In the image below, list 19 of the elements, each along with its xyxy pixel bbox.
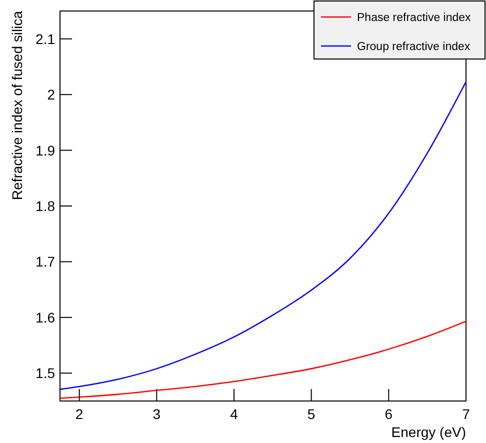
y-tick-label: 1.8 — [36, 198, 56, 214]
x-tick-label: 5 — [307, 406, 316, 422]
y-tick-label: 2.1 — [36, 30, 56, 47]
y-tick-label: 1.6 — [36, 309, 56, 326]
legend-label: Group refractive index — [357, 41, 470, 53]
y-tick-label: 2 — [47, 86, 56, 103]
y-axis-title: Refractive index of fused silica — [9, 10, 25, 200]
y-tick-label: 1.5 — [36, 365, 56, 382]
x-tick-label: 4 — [230, 406, 238, 422]
x-tick-label: 7 — [462, 406, 470, 422]
x-tick-label: 6 — [384, 406, 393, 422]
line-series — [60, 81, 466, 390]
y-tick-label: 1.9 — [36, 142, 56, 158]
line-series — [60, 320, 466, 399]
x-tick-label: 2 — [75, 406, 84, 422]
x-axis-title: Energy (eV) — [391, 424, 466, 440]
x-tick-label: 3 — [152, 406, 161, 422]
legend-label: Phase refractive index — [357, 12, 472, 24]
y-tick-label: 1.7 — [36, 254, 56, 270]
